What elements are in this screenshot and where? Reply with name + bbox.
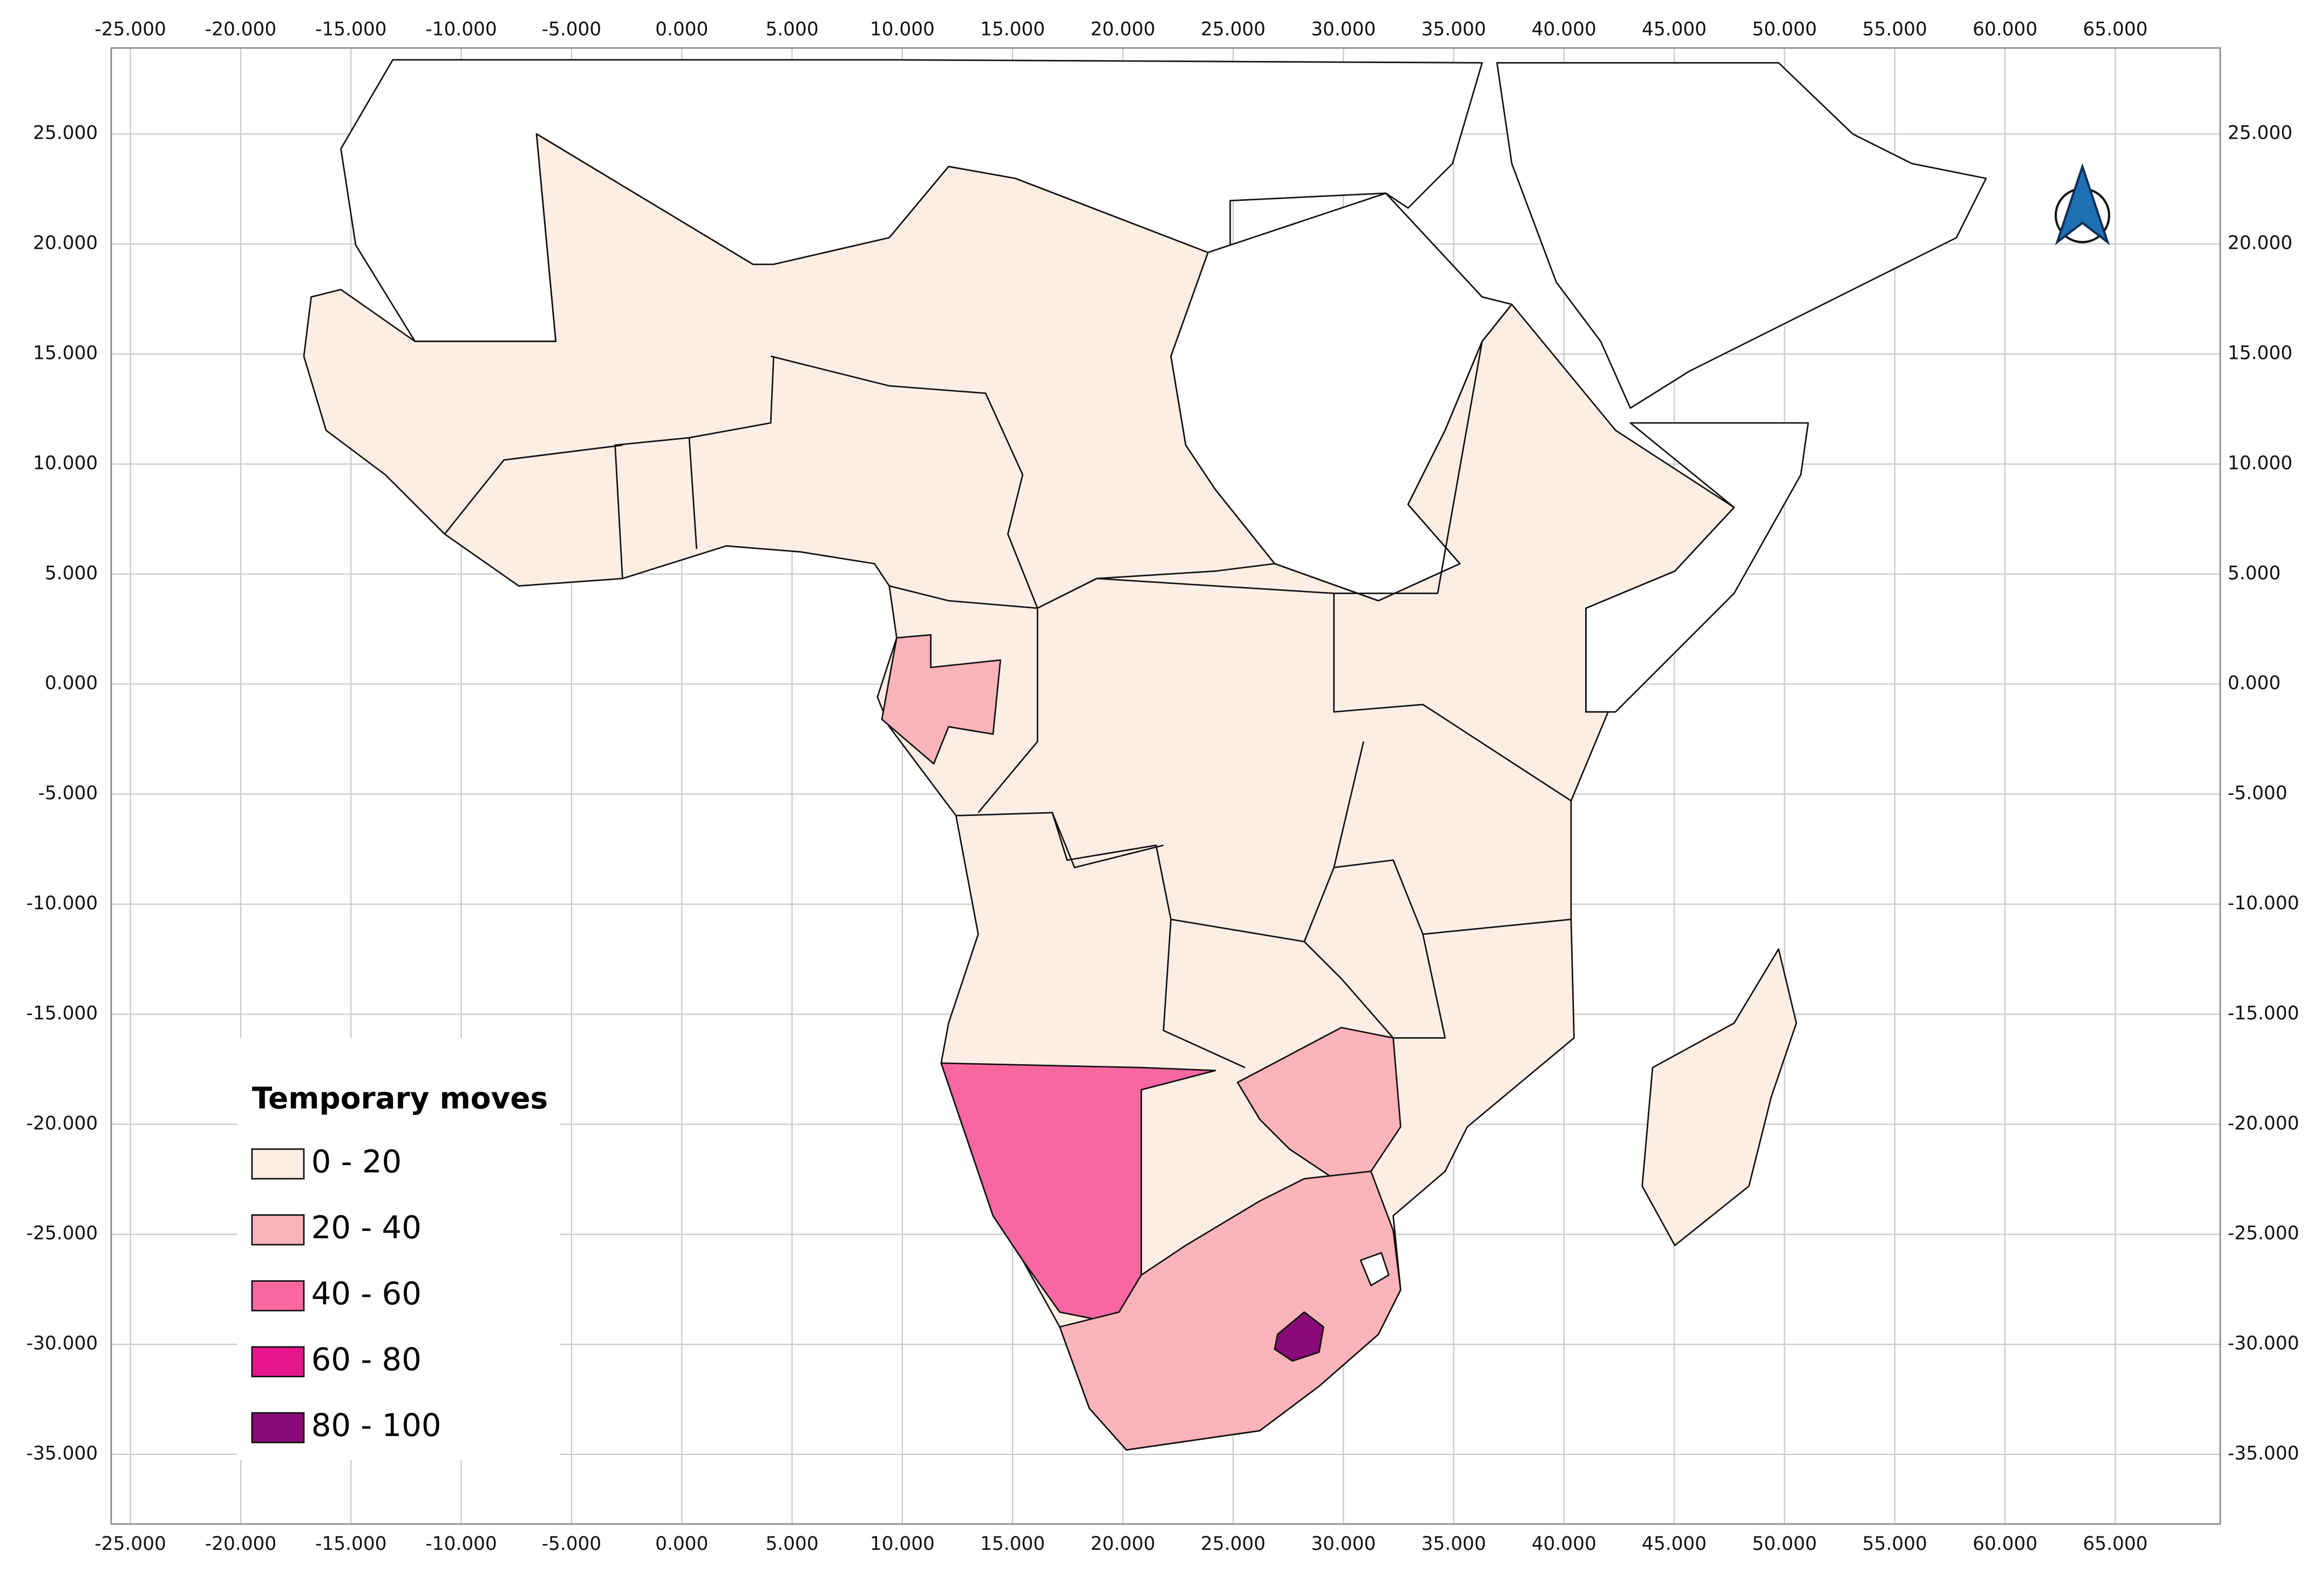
y-tick-label: 15.000	[2227, 342, 2292, 364]
x-tick-label: 50.000	[1752, 1533, 1817, 1555]
x-tick-label: 20.000	[1090, 1533, 1155, 1555]
gabon	[881, 634, 1002, 765]
y-tick-label: 10.000	[33, 452, 98, 474]
y-tick-label: -15.000	[26, 1003, 98, 1024]
north-arrow	[2054, 163, 2110, 246]
lesotho	[1274, 1311, 1324, 1362]
x-tick-label: -10.000	[425, 18, 497, 40]
y-tick-label: -30.000	[26, 1333, 98, 1355]
x-tick-label: -5.000	[542, 18, 602, 40]
y-tick-label: 25.000	[2227, 123, 2292, 144]
x-tick-label: -25.000	[94, 1533, 166, 1555]
x-tick-label: 50.000	[1752, 18, 1817, 40]
y-tick-label: -25.000	[2227, 1223, 2299, 1244]
madagascar	[1641, 948, 1797, 1247]
y-tick-label: -25.000	[26, 1223, 98, 1244]
x-tick-label: 55.000	[1863, 1533, 1927, 1555]
x-tick-label: 35.000	[1421, 1533, 1486, 1555]
x-tick-label: 10.000	[870, 18, 935, 40]
x-tick-label: 30.000	[1311, 18, 1376, 40]
legend-label: 60 - 80	[311, 1341, 422, 1378]
x-tick-label: 15.000	[980, 18, 1045, 40]
y-tick-label: 5.000	[45, 562, 98, 584]
x-tick-label: -15.000	[315, 1533, 386, 1555]
legend-box	[237, 1038, 561, 1461]
legend-title: Temporary moves	[252, 1081, 548, 1115]
x-tick-label: 40.000	[1532, 1533, 1596, 1555]
x-tick-label: 60.000	[1973, 1533, 2037, 1555]
x-tick-label: -10.000	[425, 1533, 497, 1555]
legend-swatch	[251, 1412, 305, 1444]
y-tick-label: -20.000	[26, 1113, 98, 1134]
x-tick-label: 10.000	[870, 1533, 935, 1555]
x-tick-label: 25.000	[1201, 18, 1266, 40]
y-tick-label: -35.000	[26, 1443, 98, 1465]
map-frame	[110, 47, 2221, 1525]
legend-label: 0 - 20	[311, 1143, 402, 1180]
y-tick-label: -10.000	[2227, 893, 2299, 914]
x-tick-label: 0.000	[655, 1533, 708, 1555]
x-tick-label: 45.000	[1642, 1533, 1707, 1555]
y-tick-label: 5.000	[2227, 562, 2280, 584]
x-tick-label: 55.000	[1863, 18, 1927, 40]
legend-label: 40 - 60	[311, 1275, 422, 1312]
country-borders	[444, 341, 1572, 1275]
x-tick-label: 5.000	[765, 18, 818, 40]
legend-swatch	[251, 1280, 305, 1312]
y-tick-label: -10.000	[26, 893, 98, 914]
legend-swatch	[251, 1148, 305, 1180]
x-tick-label: 40.000	[1532, 18, 1596, 40]
y-tick-label: -35.000	[2227, 1443, 2299, 1465]
x-tick-label: 25.000	[1201, 1533, 1266, 1555]
x-tick-label: -20.000	[205, 18, 276, 40]
y-tick-label: -5.000	[2227, 782, 2287, 804]
south-africa	[1059, 1171, 1402, 1451]
y-tick-label: 20.000	[33, 233, 98, 254]
legend: Temporary moves 0 - 20 20 - 40 40 - 60 60 -…	[237, 1038, 561, 1461]
legend-label: 80 - 100	[311, 1407, 441, 1444]
x-tick-label: -15.000	[315, 18, 386, 40]
legend-swatch	[251, 1346, 305, 1378]
x-tick-label: 45.000	[1642, 18, 1707, 40]
y-tick-label: 10.000	[2227, 452, 2292, 474]
x-tick-label: 0.000	[655, 18, 708, 40]
arabia	[1496, 62, 1987, 409]
y-tick-label: 20.000	[2227, 233, 2292, 254]
x-tick-label: 65.000	[2083, 1533, 2148, 1555]
y-tick-label: 25.000	[33, 123, 98, 144]
eswatini	[1360, 1252, 1390, 1287]
y-tick-label: -20.000	[2227, 1113, 2299, 1134]
legend-label: 20 - 40	[311, 1209, 422, 1246]
x-tick-label: 35.000	[1421, 18, 1486, 40]
y-tick-label: -5.000	[38, 782, 98, 804]
x-tick-label: 60.000	[1973, 18, 2037, 40]
y-tick-label: 15.000	[33, 342, 98, 364]
x-tick-label: 15.000	[980, 1533, 1045, 1555]
y-tick-label: -30.000	[2227, 1333, 2299, 1355]
x-tick-label: 5.000	[765, 1533, 818, 1555]
legend-swatch	[251, 1214, 305, 1246]
x-tick-label: -20.000	[205, 1533, 276, 1555]
x-tick-label: 30.000	[1311, 1533, 1376, 1555]
x-tick-label: -5.000	[542, 1533, 602, 1555]
y-tick-label: 0.000	[2227, 672, 2280, 694]
y-tick-label: 0.000	[45, 672, 98, 694]
x-tick-label: 20.000	[1090, 18, 1155, 40]
x-tick-label: 65.000	[2083, 18, 2148, 40]
y-tick-label: -15.000	[2227, 1003, 2299, 1024]
x-tick-label: -25.000	[94, 18, 166, 40]
